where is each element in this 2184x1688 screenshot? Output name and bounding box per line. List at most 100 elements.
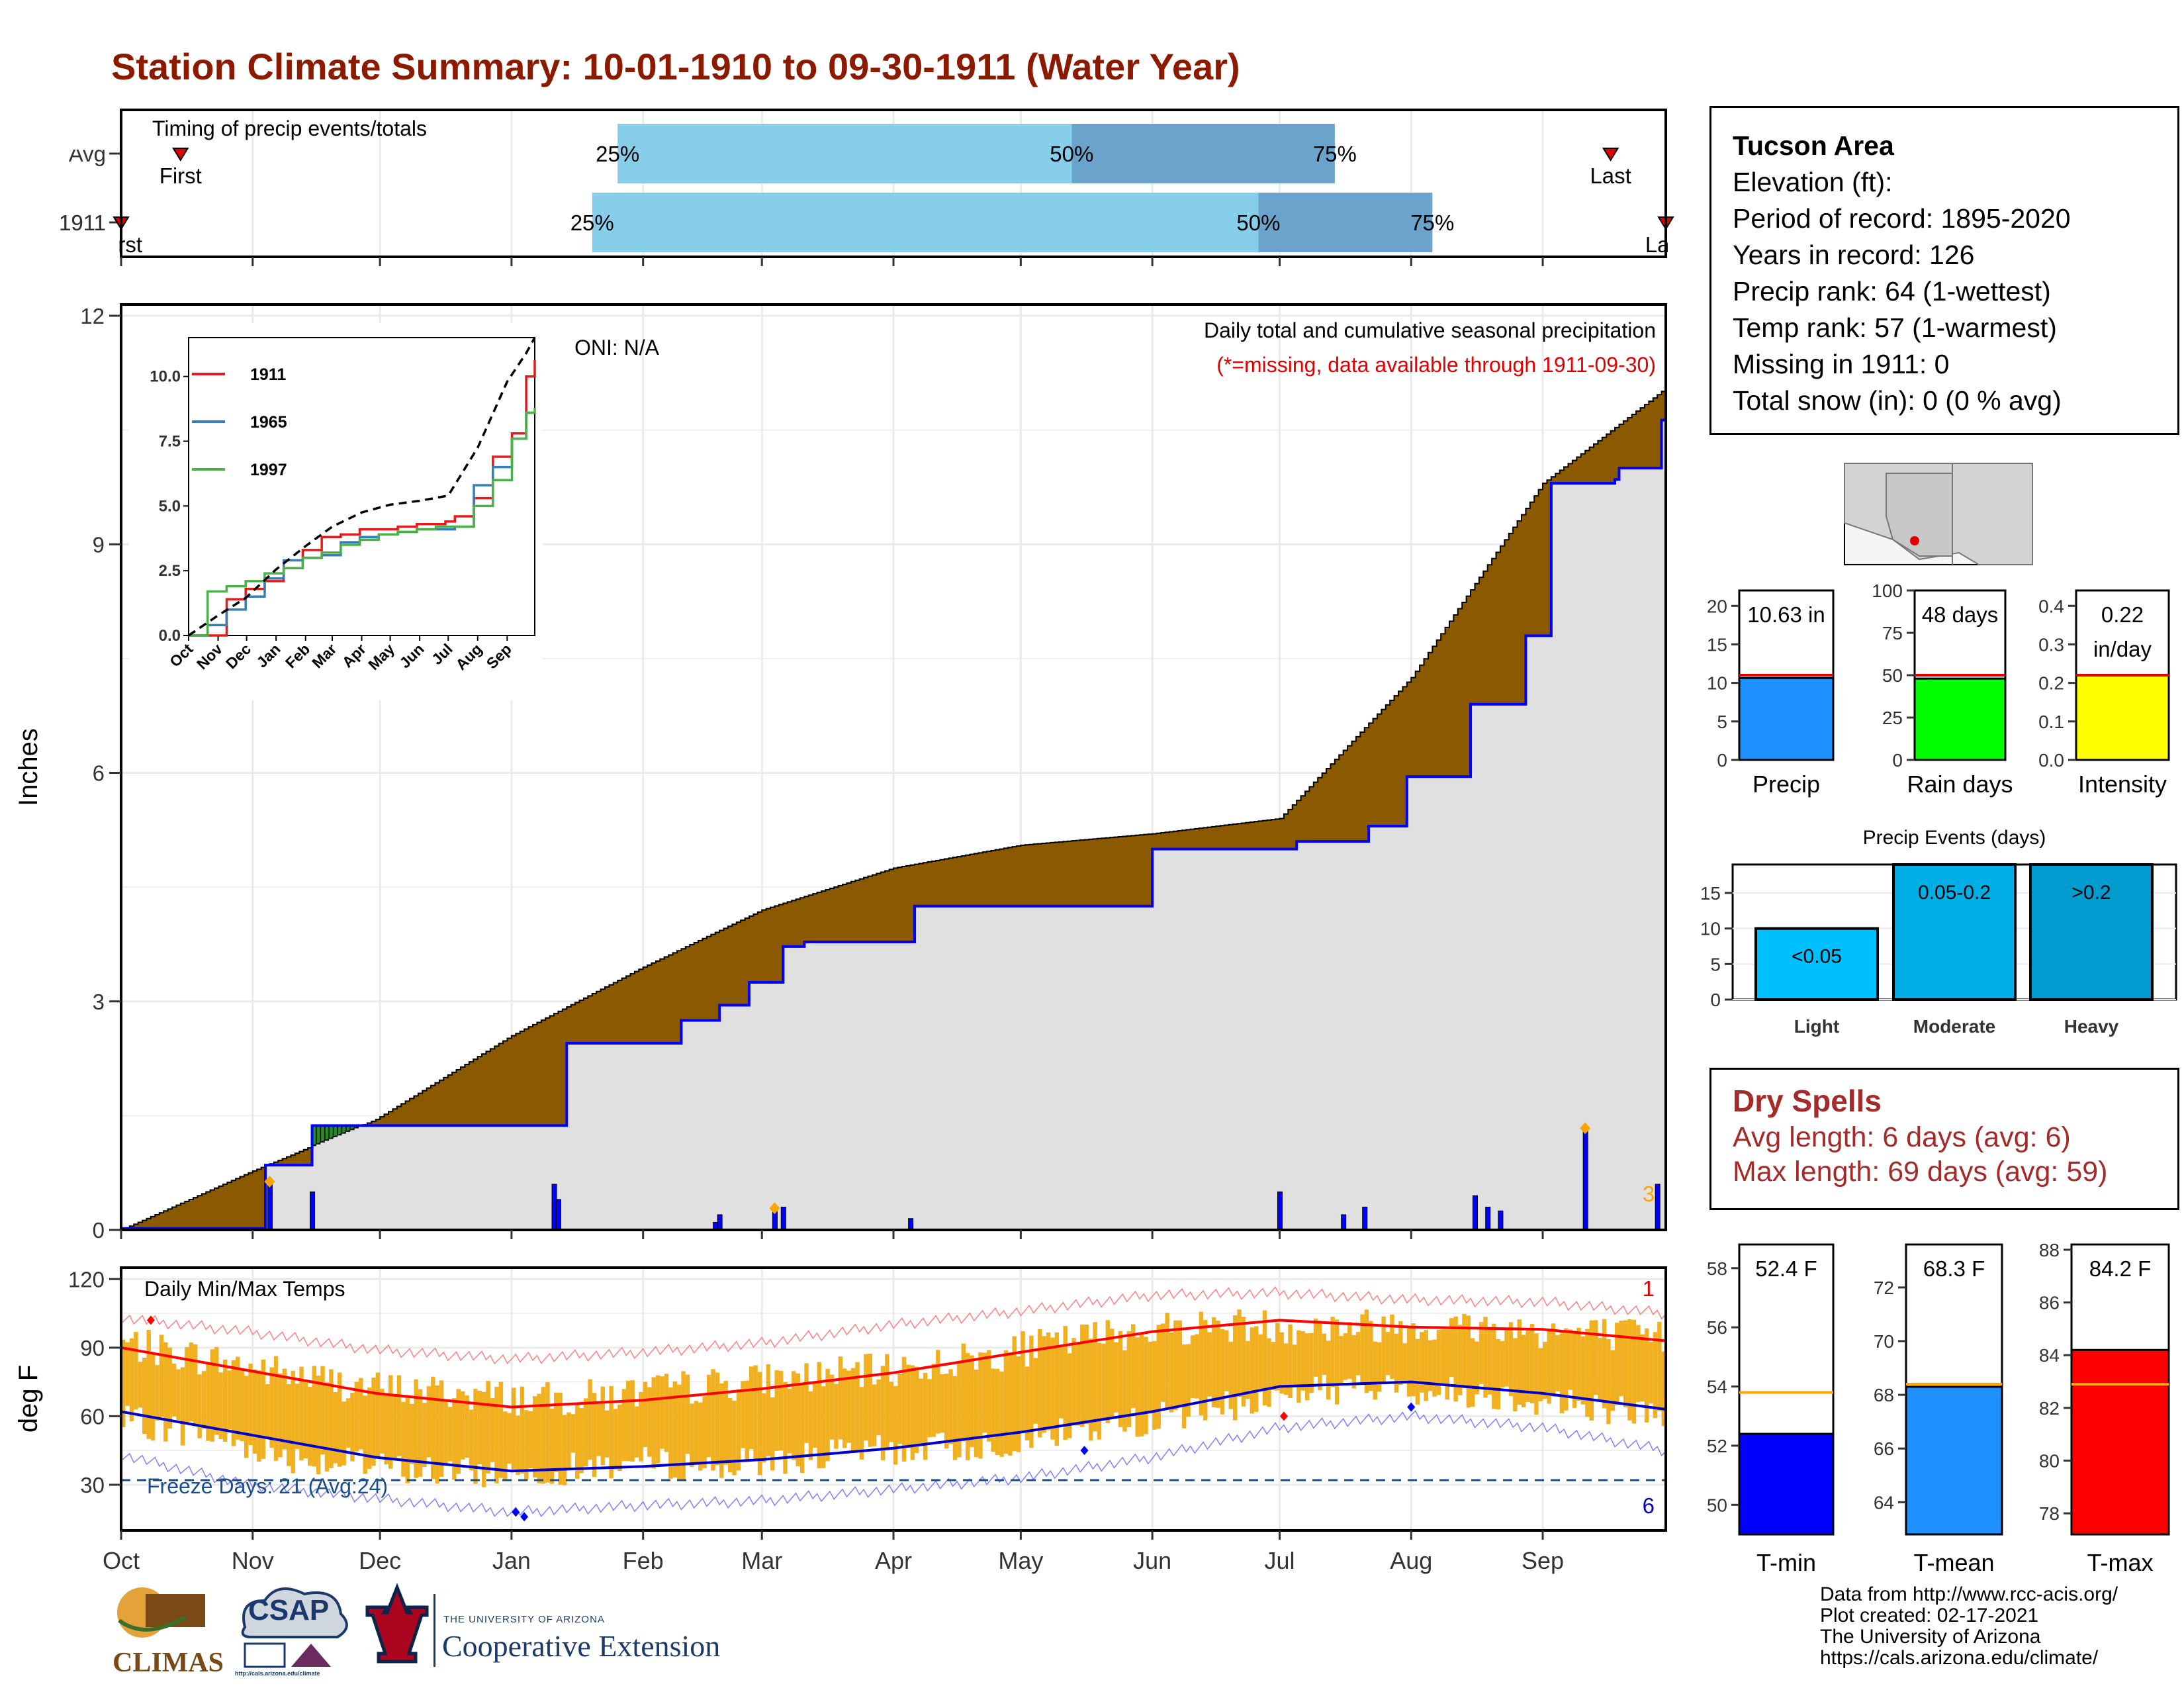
daily-temp-range-bar [1046,1333,1051,1430]
temp-y-tick-label: 60 [80,1404,105,1429]
daily-temp-range-bar [588,1379,592,1460]
daily-temp-range-bar [410,1403,414,1464]
daily-temp-range-bar [579,1407,584,1474]
month-label: Aug [1390,1547,1432,1574]
daily-temp-range-bar [1288,1324,1293,1399]
daily-temp-range-bar [1420,1332,1424,1393]
daily-temp-range-bar [715,1372,720,1466]
dry-spells-title: Dry Spells [1733,1084,1882,1118]
precip-rank-text: Precip rank: 64 (1-wettest) [1733,276,2051,306]
daily-temp-range-bar [236,1356,240,1440]
intensity-tick-label: 0.1 [2038,712,2064,732]
daily-precip-bar [1277,1191,1283,1231]
daily-temp-range-bar [672,1381,677,1478]
daily-temp-range-bar [660,1376,664,1449]
daily-temp-range-bar [757,1372,762,1476]
daily-temp-range-bar [1640,1334,1645,1402]
daily-temp-range-bar [855,1362,860,1453]
temp-y-tick-label: 90 [80,1336,105,1360]
daily-temp-range-bar [1564,1328,1569,1411]
missing-note: (*=missing, data available through 1911-… [1216,353,1656,377]
csap-url: http://cals.arizona.edu/climate [235,1670,320,1677]
daily-temp-range-bar [787,1388,792,1454]
daily-temp-range-bar [1114,1342,1118,1413]
rain-days-label: Rain days [1907,771,2013,798]
daily-temp-range-bar [1211,1317,1216,1407]
daily-temp-range-bar [312,1366,316,1467]
timing-bar-q25-q50 [617,124,1072,183]
daily-temp-range-bar [1351,1335,1356,1389]
daily-temp-range-bar [1441,1329,1445,1385]
daily-temp-range-bar [1075,1344,1081,1426]
daily-precip-bar [717,1214,723,1231]
daily-temp-range-bar [596,1404,601,1456]
daily-temp-range-bar [1237,1309,1242,1397]
daily-temp-range-bar [1385,1332,1390,1376]
daily-temp-range-bar [1203,1320,1208,1421]
period-text: Period of record: 1895-2020 [1733,203,2071,234]
daily-temp-range-bar [940,1374,944,1433]
daily-temp-range-bar [1063,1326,1068,1440]
daily-temp-range-bar [359,1378,363,1450]
daily-temp-range-bar [906,1364,911,1446]
daily-temp-range-bar [1160,1323,1165,1402]
daily-temp-range-bar [741,1381,745,1448]
daily-temp-range-bar [159,1335,164,1417]
daily-temp-range-bar [477,1390,482,1465]
daily-temp-range-bar [1559,1331,1565,1414]
daily-temp-range-bar [1067,1353,1072,1438]
record-marker [520,1512,529,1522]
t-min-tick-label: 58 [1707,1258,1727,1279]
daily-temp-range-bar [872,1384,877,1446]
daily-temp-range-bar [431,1376,435,1479]
daily-temp-range-bar [269,1367,274,1448]
precip-total-bar [1738,677,1835,761]
station-info-box: Tucson Area Elevation (ft): Period of re… [1709,106,2179,435]
daily-temp-range-bar [970,1355,974,1448]
daily-temp-range-bar [1050,1337,1055,1440]
daily-temp-range-bar [1449,1318,1454,1378]
daily-temp-range-bar [1492,1323,1496,1409]
daily-temp-range-bar [766,1364,771,1456]
daily-temp-range-bar [1173,1320,1178,1411]
daily-temp-range-bar [859,1387,864,1460]
timing-pct-label: 25% [570,211,614,235]
record-min-line [120,1410,1666,1517]
daily-temp-range-bar [821,1386,826,1468]
daily-temp-range-bar [345,1398,351,1448]
daily-temp-range-bar [1529,1323,1535,1403]
timing-pct-label: 50% [1050,142,1093,166]
daily-precip-bar [1498,1210,1504,1231]
temp-panel: 30 60 90 120 deg F Daily Min/Max Temps Freeze … [14,1266,1667,1532]
daily-temp-range-bar [651,1377,656,1469]
daily-temp-range-bar [167,1347,172,1429]
record-marker [146,1315,155,1325]
daily-temp-range-bar [1369,1321,1373,1391]
precip-total-tick-label: 20 [1707,596,1727,616]
daily-temp-range-bar [1462,1313,1467,1388]
daily-temp-range-bar [134,1332,138,1410]
daily-temp-range-bar [1165,1313,1169,1409]
timing-pct-label: 75% [1313,142,1357,166]
daily-temp-range-bar [655,1375,660,1464]
daily-temp-range-bar [1139,1333,1144,1436]
main-y-tick-label: 0 [93,1218,105,1243]
precip-total-tick-label: 0 [1717,750,1727,771]
daily-temp-range-bar [1487,1327,1492,1395]
daily-temp-range-bar [681,1371,686,1481]
daily-temp-range-bar [1657,1321,1662,1411]
daily-temp-range-bar [1644,1328,1649,1423]
daily-temp-range-bar [1297,1330,1301,1403]
precip-events-bar [1892,863,2017,1001]
daily-temp-range-bar [1275,1323,1280,1391]
divider-line [433,1594,435,1667]
daily-temp-range-bar [308,1386,312,1466]
daily-temp-range-bar [121,1339,126,1427]
precip-events-panel: Precip Events (days) <0.05 Light 0.05-0.2 Mo… [1700,827,2177,1037]
daily-temp-range-bar [1190,1335,1195,1399]
daily-temp-range-bar [222,1359,228,1442]
daily-temp-range-bar [910,1365,915,1460]
daily-temp-range-bar [1262,1310,1267,1405]
daily-temp-range-bar [745,1380,749,1461]
precip-events-tick-label: 5 [1710,954,1721,974]
